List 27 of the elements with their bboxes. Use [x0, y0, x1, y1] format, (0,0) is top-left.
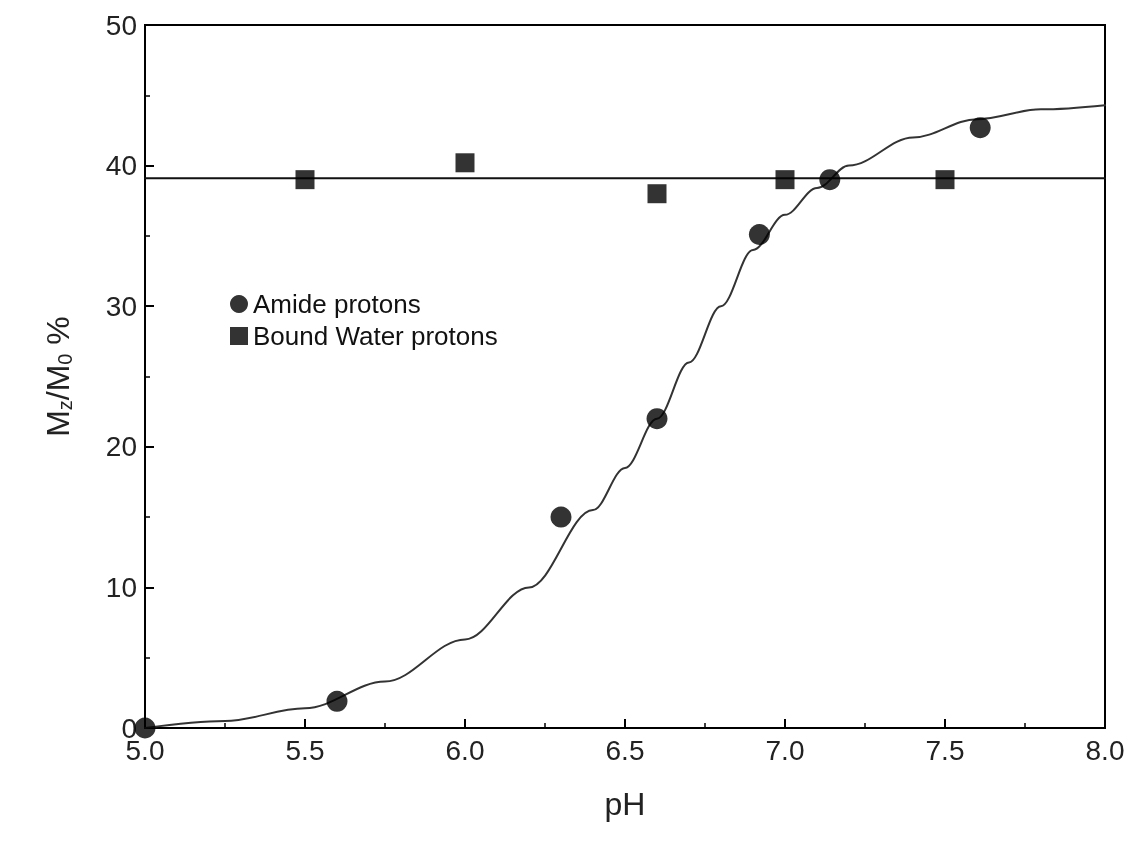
y-tick-label: 20 [105, 431, 137, 463]
x-tick-label: 7.0 [765, 734, 805, 766]
y-tick-label: 10 [105, 571, 137, 603]
point [326, 690, 348, 712]
point [969, 117, 991, 139]
x-tick-label: 8.0 [1085, 734, 1125, 766]
point [455, 153, 475, 173]
x-axis-title: pH [604, 786, 646, 822]
point [295, 170, 315, 190]
point [134, 717, 156, 739]
y-axis-title: Mz/M0 % [40, 316, 76, 437]
point [550, 506, 572, 528]
point [647, 184, 667, 204]
point [935, 170, 955, 190]
point [646, 408, 668, 430]
point [748, 224, 770, 245]
point [775, 170, 795, 190]
legend-label: Amide protons [253, 289, 421, 319]
y-tick-label: 40 [105, 150, 137, 182]
y-tick-label: 30 [105, 290, 137, 322]
point [819, 169, 841, 191]
y-tick-label: 50 [105, 9, 137, 41]
x-tick-label: 7.5 [925, 734, 965, 766]
legend-label: Bound Water protons [253, 321, 498, 351]
x-tick-label: 6.0 [445, 734, 485, 766]
x-tick-label: 5.5 [285, 734, 325, 766]
x-tick-label: 6.5 [605, 734, 645, 766]
